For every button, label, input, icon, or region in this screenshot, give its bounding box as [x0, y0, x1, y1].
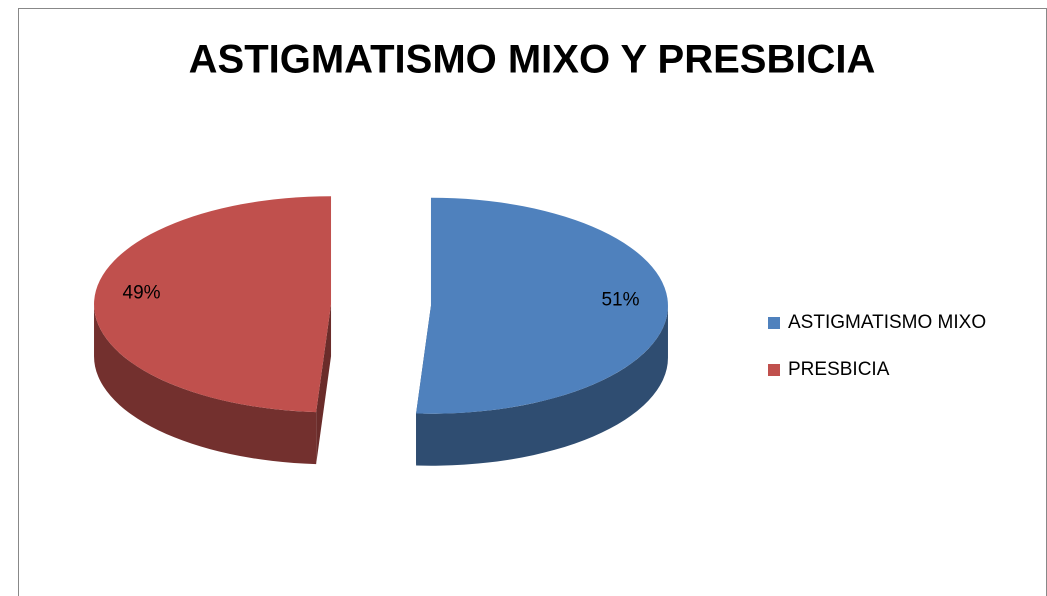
slice-side [94, 304, 317, 465]
slice [416, 197, 668, 414]
slice-side [416, 305, 668, 466]
data-label: 49% [123, 283, 161, 304]
legend-label: ASTIGMATISMO MIXO [788, 312, 986, 333]
legend-swatch [768, 364, 780, 376]
slice-cut-face [316, 304, 332, 465]
legend-swatch [768, 317, 780, 329]
chart-title: ASTIGMATISMO MIXO Y PRESBICIA [189, 38, 876, 82]
slice [94, 196, 332, 413]
legend-label: PRESBICIA [788, 359, 890, 380]
data-label: 51% [601, 289, 639, 310]
